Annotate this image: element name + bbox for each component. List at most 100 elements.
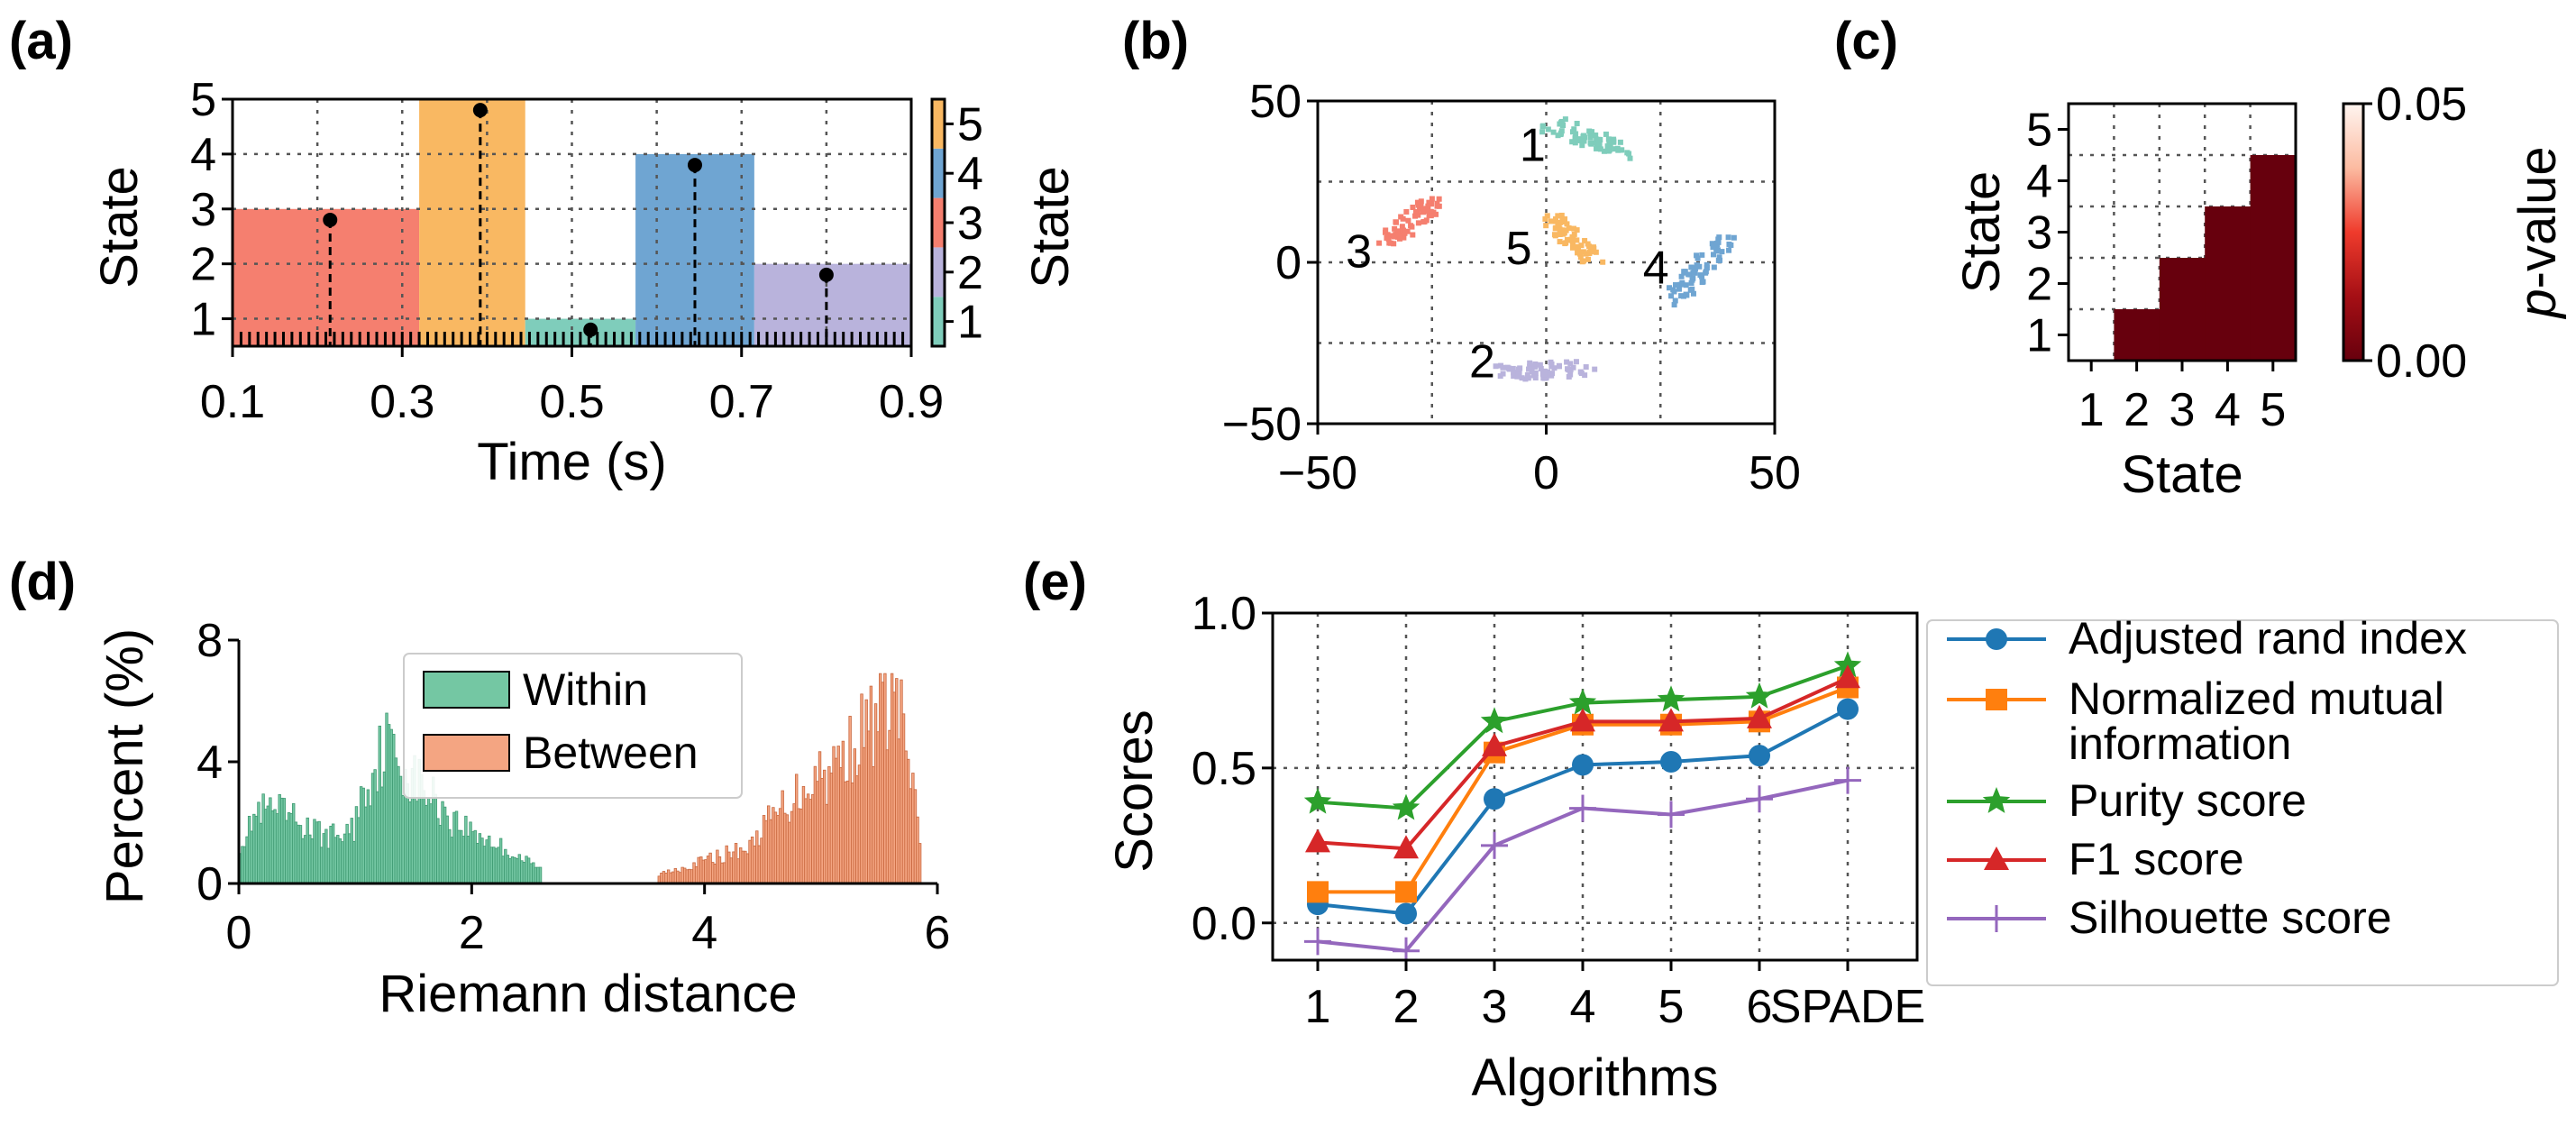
b-point [1436,196,1442,202]
b-point [1574,121,1580,127]
c-xtick-label-0: 1 [2078,384,2105,436]
b-point [1539,124,1546,130]
b-point [1415,212,1421,218]
b-point [1548,372,1555,379]
a-xlabel: Time (s) [477,433,666,491]
c-colorbar [2343,104,2363,361]
b-point [1544,213,1550,219]
b-point [1592,366,1598,372]
e-xtick-label-4: 5 [1658,981,1685,1033]
c-colorbar-frame [2342,102,2365,362]
b-point [1567,361,1574,367]
b-point [1570,243,1576,249]
b-point [1600,259,1606,265]
e-point-s5-7 [1834,766,1861,794]
d-bar [538,866,543,884]
c-cell-r2-c5 [2250,258,2297,310]
c-cell-r2-c3 [2159,258,2206,310]
b-point [1679,281,1685,288]
b-point [1672,298,1678,304]
d-xlabel: Riemann distance [379,965,797,1023]
e-legend-marker-3 [1982,787,2011,813]
e-legend-label-2-1: Normalized mutual [2069,673,2444,724]
c-cbar-label-0: 0.00 [2376,335,2467,388]
panel-label-d: (d) [9,553,76,611]
e-point-s4-5 [1658,708,1684,732]
b-point [1551,365,1557,371]
e-point-s1-3 [1484,788,1505,810]
b-point [1597,146,1603,152]
state-segment-1 [233,208,420,346]
b-point [1682,269,1688,275]
b-point [1578,243,1585,249]
b-point [1497,373,1503,380]
b-point [1564,236,1570,243]
e-point-s3-6 [1745,682,1774,709]
e-legend-label-2-2: information [2069,719,2291,769]
b-point [1555,222,1561,228]
b-point [1410,232,1416,238]
b-point [1683,291,1689,298]
b-cluster-label-3: 3 [1346,226,1372,279]
e-point-s3-7 [1833,651,1862,678]
b-point [1668,293,1675,299]
d-legend-label-2: Between [523,728,699,778]
a-marker-3 [583,322,598,337]
b-cluster-4 [1667,234,1737,308]
b-point [1542,215,1548,222]
e-point-s4-2 [1393,835,1419,859]
b-cluster-3 [1376,196,1442,247]
c-xtick-label-1: 2 [2124,384,2150,436]
e-legend-marker-1 [1986,628,2007,650]
b-xtick-label-2: 50 [1749,447,1801,499]
b-point [1530,372,1537,379]
b-point [1683,282,1689,288]
b-point [1604,143,1611,150]
e-point-s3-2 [1392,793,1420,820]
d-xtick-label-0: 0 [226,907,252,959]
c-ytick-label-1: 2 [2026,259,2052,311]
b-point [1576,246,1582,252]
b-point [1570,364,1576,371]
a-xtick-label-2: 0.5 [539,376,604,428]
b-point [1593,132,1599,138]
e-xlabel: Algorithms [1472,1048,1719,1107]
b-point [1596,141,1603,147]
a-marker-1 [323,212,338,227]
e-point-s3-3 [1480,707,1509,734]
b-point [1618,147,1624,153]
d-ytick-label-0: 0 [196,858,223,911]
e-point-s1-7 [1837,698,1859,720]
c-ytick-label-4: 5 [2026,105,2052,157]
b-point [1420,209,1426,215]
e-point-s5-4 [1569,794,1596,822]
b-point [1704,265,1710,271]
d-legend: Within Between [403,653,743,799]
a-colorbar-band-1 [932,297,945,346]
b-point [1510,365,1516,371]
e-ytick-label-0: 0.0 [1192,898,1256,950]
b-point [1593,249,1599,255]
b-point [1421,218,1428,224]
d-ytick-label-1: 4 [196,737,223,789]
b-cluster-label-1: 1 [1520,120,1546,172]
b-point [1376,240,1383,246]
b-point [1428,208,1434,215]
b-point [1731,234,1737,241]
b-point [1603,131,1609,137]
b-point [1582,238,1588,244]
b-point [1726,247,1732,253]
b-point [1627,155,1633,161]
d-xtick-label-1: 2 [459,907,485,959]
a-marker-2 [472,103,488,118]
b-point [1689,286,1695,292]
e-point-s4-7 [1835,664,1860,689]
b-point [1699,252,1705,258]
b-point [1429,196,1435,202]
b-point [1402,230,1408,236]
b-point [1578,370,1585,376]
b-point [1526,366,1532,372]
c-cbar-title-p: p [2508,288,2567,319]
b-point [1519,375,1525,381]
b-point [1595,136,1602,142]
